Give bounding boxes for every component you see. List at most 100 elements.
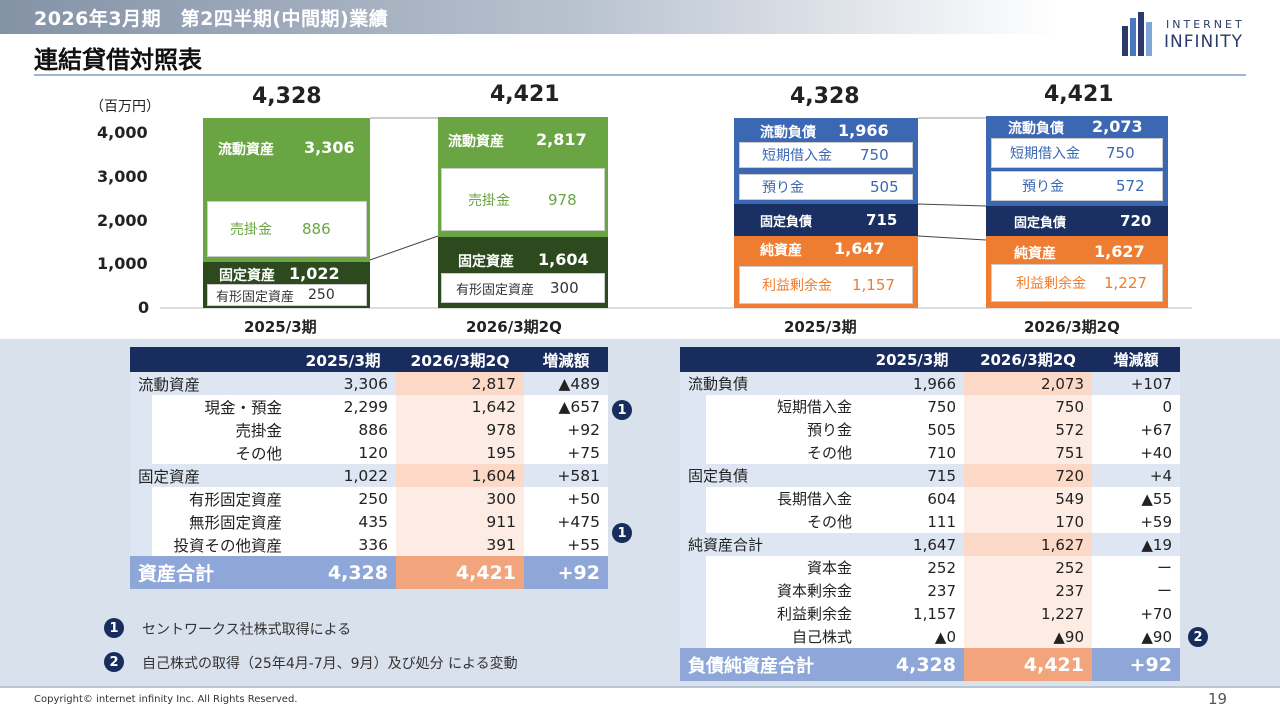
row-value: 237 (964, 579, 1092, 602)
row-value: 1,022 (290, 464, 396, 487)
table-row: その他 710 751 +40 (680, 441, 1180, 464)
segment-value: 715 (866, 211, 898, 229)
row-value: ー (1092, 556, 1180, 579)
row-value: 715 (860, 464, 964, 487)
row-label: 預り金 (680, 418, 860, 441)
row-value: ▲55 (1092, 487, 1180, 510)
header-band (0, 0, 1060, 34)
segment-value: 1,022 (289, 264, 340, 283)
table-total-row: 負債純資産合計 4,328 4,421 +92 (680, 648, 1180, 681)
row-value: 0 (1092, 395, 1180, 418)
segment-value: 1,647 (834, 239, 885, 258)
segment-label: 純資産 (1014, 246, 1056, 262)
row-value: 751 (964, 441, 1092, 464)
y-tick-label: 0 (138, 298, 150, 317)
row-label: 流動資産 (130, 372, 290, 395)
fixed-liabilities-bar: 固定負債 715 (734, 204, 918, 236)
row-label: 固定資産 (130, 464, 290, 487)
segment-label: 流動負債 (1008, 121, 1064, 137)
table-row: 資本金 252 252 ー (680, 556, 1180, 579)
period-label: 2026/3期2Q (466, 318, 562, 336)
segment-value: 3,306 (304, 138, 355, 157)
segment-value: 886 (302, 220, 331, 238)
row-value: 391 (396, 533, 524, 556)
segment-value: 1,227 (1104, 274, 1147, 292)
row-value: 170 (964, 510, 1092, 533)
segment-label: 流動資産 (448, 134, 504, 150)
row-value: 2,073 (964, 372, 1092, 395)
segment-value: 1,157 (852, 276, 895, 294)
row-value: 604 (860, 487, 964, 510)
row-value: 195 (396, 441, 524, 464)
row-value: +50 (524, 487, 608, 510)
segment-value: 505 (870, 178, 899, 196)
segment-label: 利益剰余金 (1016, 276, 1086, 292)
header-title: 2026年3月期 第2四半期(中間期)業績 (34, 8, 389, 30)
row-value: 4,421 (964, 648, 1092, 681)
table-row: 短期借入金 750 750 0 (680, 395, 1180, 418)
y-tick-label: 3,000 (97, 167, 148, 186)
segment-value: 572 (1116, 177, 1145, 195)
row-label: 売掛金 (130, 418, 290, 441)
tangible-box: 有形固定資産 250 (207, 284, 367, 306)
row-value: 549 (964, 487, 1092, 510)
tangible-box: 有形固定資産 300 (441, 273, 605, 303)
row-label: その他 (680, 441, 860, 464)
segment-label: 有形固定資産 (456, 282, 535, 298)
row-label: 利益剰余金 (680, 602, 860, 625)
page-number: 19 (1208, 690, 1228, 708)
row-label: 流動負債 (680, 372, 860, 395)
row-label: 固定負債 (680, 464, 860, 487)
segment-value: 250 (308, 287, 335, 303)
segment-value: 750 (860, 146, 889, 164)
row-value: +4 (1092, 464, 1180, 487)
segment-label: 流動資産 (218, 142, 274, 158)
segment-value: 300 (550, 279, 579, 297)
period-label: 2026/3期2Q (1024, 318, 1120, 336)
segment-label: 売掛金 (468, 192, 510, 209)
row-value: +581 (524, 464, 608, 487)
row-value: 252 (964, 556, 1092, 579)
row-value: 572 (964, 418, 1092, 441)
row-value: 300 (396, 487, 524, 510)
segment-label: 短期借入金 (762, 148, 832, 164)
table-header-cell: 増減額 (524, 347, 608, 372)
liabilities-table: 2025/3期 2026/3期2Q 増減額 流動負債 1,966 2,073 +… (680, 347, 1180, 681)
segment-label: 固定資産 (219, 268, 275, 284)
row-value: ▲19 (1092, 533, 1180, 556)
row-value: 120 (290, 441, 396, 464)
note-marker-1: 1 (104, 618, 124, 638)
copyright-text: Copyright© internet infinity Inc. All Ri… (34, 694, 298, 705)
row-label: 純資産合計 (680, 533, 860, 556)
company-logo-icon (1122, 12, 1152, 56)
row-value: 505 (860, 418, 964, 441)
row-label: 長期借入金 (680, 487, 860, 510)
segment-value: 1,604 (538, 250, 589, 269)
row-value: 750 (964, 395, 1092, 418)
row-value: 250 (290, 487, 396, 510)
note-marker-2: 2 (104, 652, 124, 672)
row-value: 750 (860, 395, 964, 418)
row-value: 1,647 (860, 533, 964, 556)
period-label: 2025/3期 (244, 318, 317, 336)
segment-value: 750 (1106, 144, 1135, 162)
row-value: 1,157 (860, 602, 964, 625)
table-row: 無形固定資産 435 911 +475 (130, 510, 608, 533)
logo-text-top: INTERNET (1166, 18, 1245, 31)
segment-label: 預り金 (1022, 179, 1064, 195)
row-value: +40 (1092, 441, 1180, 464)
row-label: 有形固定資産 (130, 487, 290, 510)
row-value: +55 (524, 533, 608, 556)
segment-label: 短期借入金 (1010, 146, 1080, 162)
table-header-cell: 2025/3期 (290, 347, 396, 372)
table-row: その他 120 195 +75 (130, 441, 608, 464)
table-row: 資本剰余金 237 237 ー (680, 579, 1180, 602)
row-value: 1,604 (396, 464, 524, 487)
table-header-cell (680, 347, 860, 372)
row-value: 886 (290, 418, 396, 441)
segment-label: 売掛金 (230, 222, 272, 238)
table-row: 有形固定資産 250 300 +50 (130, 487, 608, 510)
row-value: 4,421 (396, 556, 524, 589)
row-value: +92 (524, 556, 608, 589)
row-value: 710 (860, 441, 964, 464)
